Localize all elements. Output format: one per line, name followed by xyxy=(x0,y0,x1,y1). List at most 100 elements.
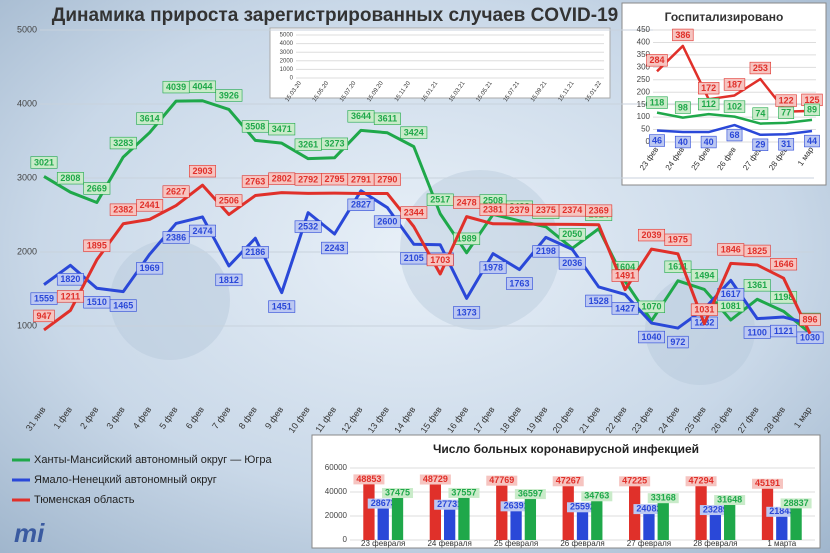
data-label: 3508 xyxy=(245,121,265,131)
data-label: 2381 xyxy=(483,205,503,215)
data-label: 2441 xyxy=(140,200,160,210)
data-label: 1465 xyxy=(113,300,133,310)
inset-panel xyxy=(621,2,827,186)
label-bg xyxy=(697,97,720,111)
label-bg xyxy=(367,498,399,509)
data-label: 1373 xyxy=(457,307,477,317)
data-label: 2903 xyxy=(192,166,212,176)
label-bg xyxy=(619,476,651,487)
data-label: 40 xyxy=(678,137,688,147)
data-label: 40 xyxy=(704,137,714,147)
data-label: 2386 xyxy=(166,232,186,242)
label-bg xyxy=(726,128,743,142)
data-label: 36597 xyxy=(518,488,543,498)
label-bg xyxy=(558,228,586,241)
data-label: 1031 xyxy=(694,305,714,315)
data-label: 2600 xyxy=(377,216,397,226)
series-line xyxy=(656,123,813,137)
label-bg xyxy=(294,220,322,233)
data-label: 1040 xyxy=(642,332,662,342)
x-tick-label: 28 февраля xyxy=(693,539,737,548)
data-label: 46 xyxy=(652,135,662,145)
label-bg xyxy=(585,294,613,308)
label-bg xyxy=(109,299,137,312)
series-line xyxy=(43,189,811,330)
label-bg xyxy=(189,80,216,93)
label-bg xyxy=(215,194,243,207)
y-tick-label: 400 xyxy=(637,38,651,47)
label-bg xyxy=(585,204,613,217)
label-bg xyxy=(426,253,454,267)
data-label: 2243 xyxy=(325,243,345,253)
data-label: 1121 xyxy=(774,326,794,336)
label-bg xyxy=(581,491,613,502)
data-label: 172 xyxy=(701,83,716,93)
data-label: 23289 xyxy=(703,504,728,514)
label-bg xyxy=(780,498,812,509)
y-tick-label: 450 xyxy=(637,25,651,34)
data-label: 47294 xyxy=(689,476,714,486)
label-bg xyxy=(109,136,137,150)
data-label: 1198 xyxy=(774,292,794,302)
label-bg xyxy=(770,291,798,304)
data-label: 1604 xyxy=(615,262,635,272)
y-tick-label: 3000 xyxy=(280,50,294,56)
data-label: 28673 xyxy=(371,498,396,508)
data-label: 77 xyxy=(781,108,791,118)
data-label: 2763 xyxy=(245,176,265,186)
data-label: 24082 xyxy=(636,503,661,513)
data-label: 1611 xyxy=(668,262,688,272)
y-tick-label: 350 xyxy=(637,50,651,59)
data-label: 1820 xyxy=(60,274,80,284)
label-bg xyxy=(136,199,164,212)
bar xyxy=(576,509,589,540)
label-bg xyxy=(486,475,518,486)
data-label: 2344 xyxy=(404,207,424,217)
label-bg xyxy=(611,269,639,282)
label-bg xyxy=(752,107,769,120)
data-label: 1491 xyxy=(615,271,635,281)
data-label: 112 xyxy=(701,99,716,109)
data-label: 26391 xyxy=(504,501,529,511)
data-label: 45191 xyxy=(755,478,780,488)
data-label: 21843 xyxy=(769,506,794,516)
legend-label: Ямало-Ненецкий автономный округ xyxy=(34,474,217,486)
bar xyxy=(790,505,802,540)
data-label: 3273 xyxy=(325,139,345,149)
data-label: 1617 xyxy=(721,289,741,299)
label-bg xyxy=(558,257,586,270)
y-tick-label: 0 xyxy=(290,76,294,82)
y-tick-label: 20000 xyxy=(325,511,348,520)
label-bg xyxy=(649,134,665,147)
data-label: 34763 xyxy=(584,491,609,501)
label-bg xyxy=(749,61,772,75)
data-label: 2790 xyxy=(377,174,397,184)
data-label: 2827 xyxy=(351,200,371,210)
label-bg xyxy=(321,241,349,255)
data-label: 1989 xyxy=(457,234,477,244)
data-label: 31648 xyxy=(717,494,742,504)
label-bg xyxy=(752,138,769,151)
data-label: 47769 xyxy=(489,475,514,485)
data-label: 1895 xyxy=(87,241,107,251)
label-bg xyxy=(672,28,694,42)
data-label: 1703 xyxy=(430,255,450,265)
x-tick-label: 24 февраля xyxy=(427,539,471,548)
data-label: 2375 xyxy=(536,205,556,215)
data-label: 68 xyxy=(729,130,739,140)
bar xyxy=(377,505,389,540)
bar xyxy=(524,496,537,540)
y-tick-label: 0 xyxy=(343,535,348,544)
label-bg xyxy=(770,258,798,271)
data-label: 1361 xyxy=(747,280,767,290)
label-bg xyxy=(664,260,692,273)
label-bg xyxy=(453,306,481,319)
data-label: 1070 xyxy=(642,302,662,312)
y-tick-label: 2000 xyxy=(280,58,294,64)
logo: mi xyxy=(14,518,45,548)
label-bg xyxy=(633,504,665,515)
data-label: 1825 xyxy=(747,246,767,256)
label-bg xyxy=(667,335,689,349)
label-bg xyxy=(215,89,243,102)
label-bg xyxy=(723,100,746,113)
